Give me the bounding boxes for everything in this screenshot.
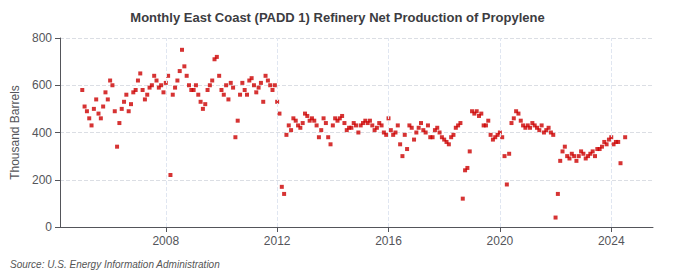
svg-text:Source: U.S. Energy Informatio: Source: U.S. Energy Information Administ… [10, 259, 220, 270]
svg-text:Thousand Barrels: Thousand Barrels [8, 85, 22, 180]
svg-text:200: 200 [32, 173, 52, 187]
svg-text:2020: 2020 [487, 234, 514, 248]
svg-text:2012: 2012 [264, 234, 291, 248]
svg-text:2024: 2024 [598, 234, 625, 248]
svg-text:800: 800 [32, 31, 52, 45]
svg-text:2016: 2016 [375, 234, 402, 248]
svg-text:0: 0 [45, 220, 52, 234]
svg-text:400: 400 [32, 126, 52, 140]
svg-text:2008: 2008 [152, 234, 179, 248]
svg-text:600: 600 [32, 78, 52, 92]
svg-text:Monthly East Coast (PADD 1) Re: Monthly East Coast (PADD 1) Refinery Net… [130, 10, 544, 25]
